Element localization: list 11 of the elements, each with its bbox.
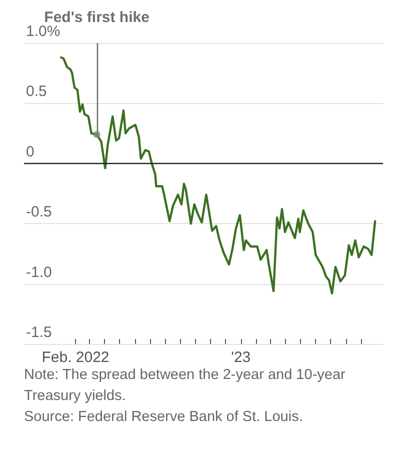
y-tick-label: -1.5	[26, 324, 52, 341]
y-tick-label: -1.0	[26, 264, 52, 281]
text: Note: The spread between the 2-year and 10-year Treasury yields.	[24, 366, 346, 406]
y-tick-label: 0	[26, 143, 34, 160]
y-tick-label: 0.5	[26, 83, 47, 100]
x-tick-label: Feb. 2022	[42, 349, 110, 366]
source-note: Source: Federal Reserve Bank of St. Louis.	[24, 408, 304, 427]
x-tick-label: '23	[231, 349, 251, 366]
y-tick-label: -0.5	[26, 204, 52, 221]
y-tick-label: 1.0%	[26, 23, 60, 40]
ref-line-label: Fed's first hike	[44, 9, 150, 26]
